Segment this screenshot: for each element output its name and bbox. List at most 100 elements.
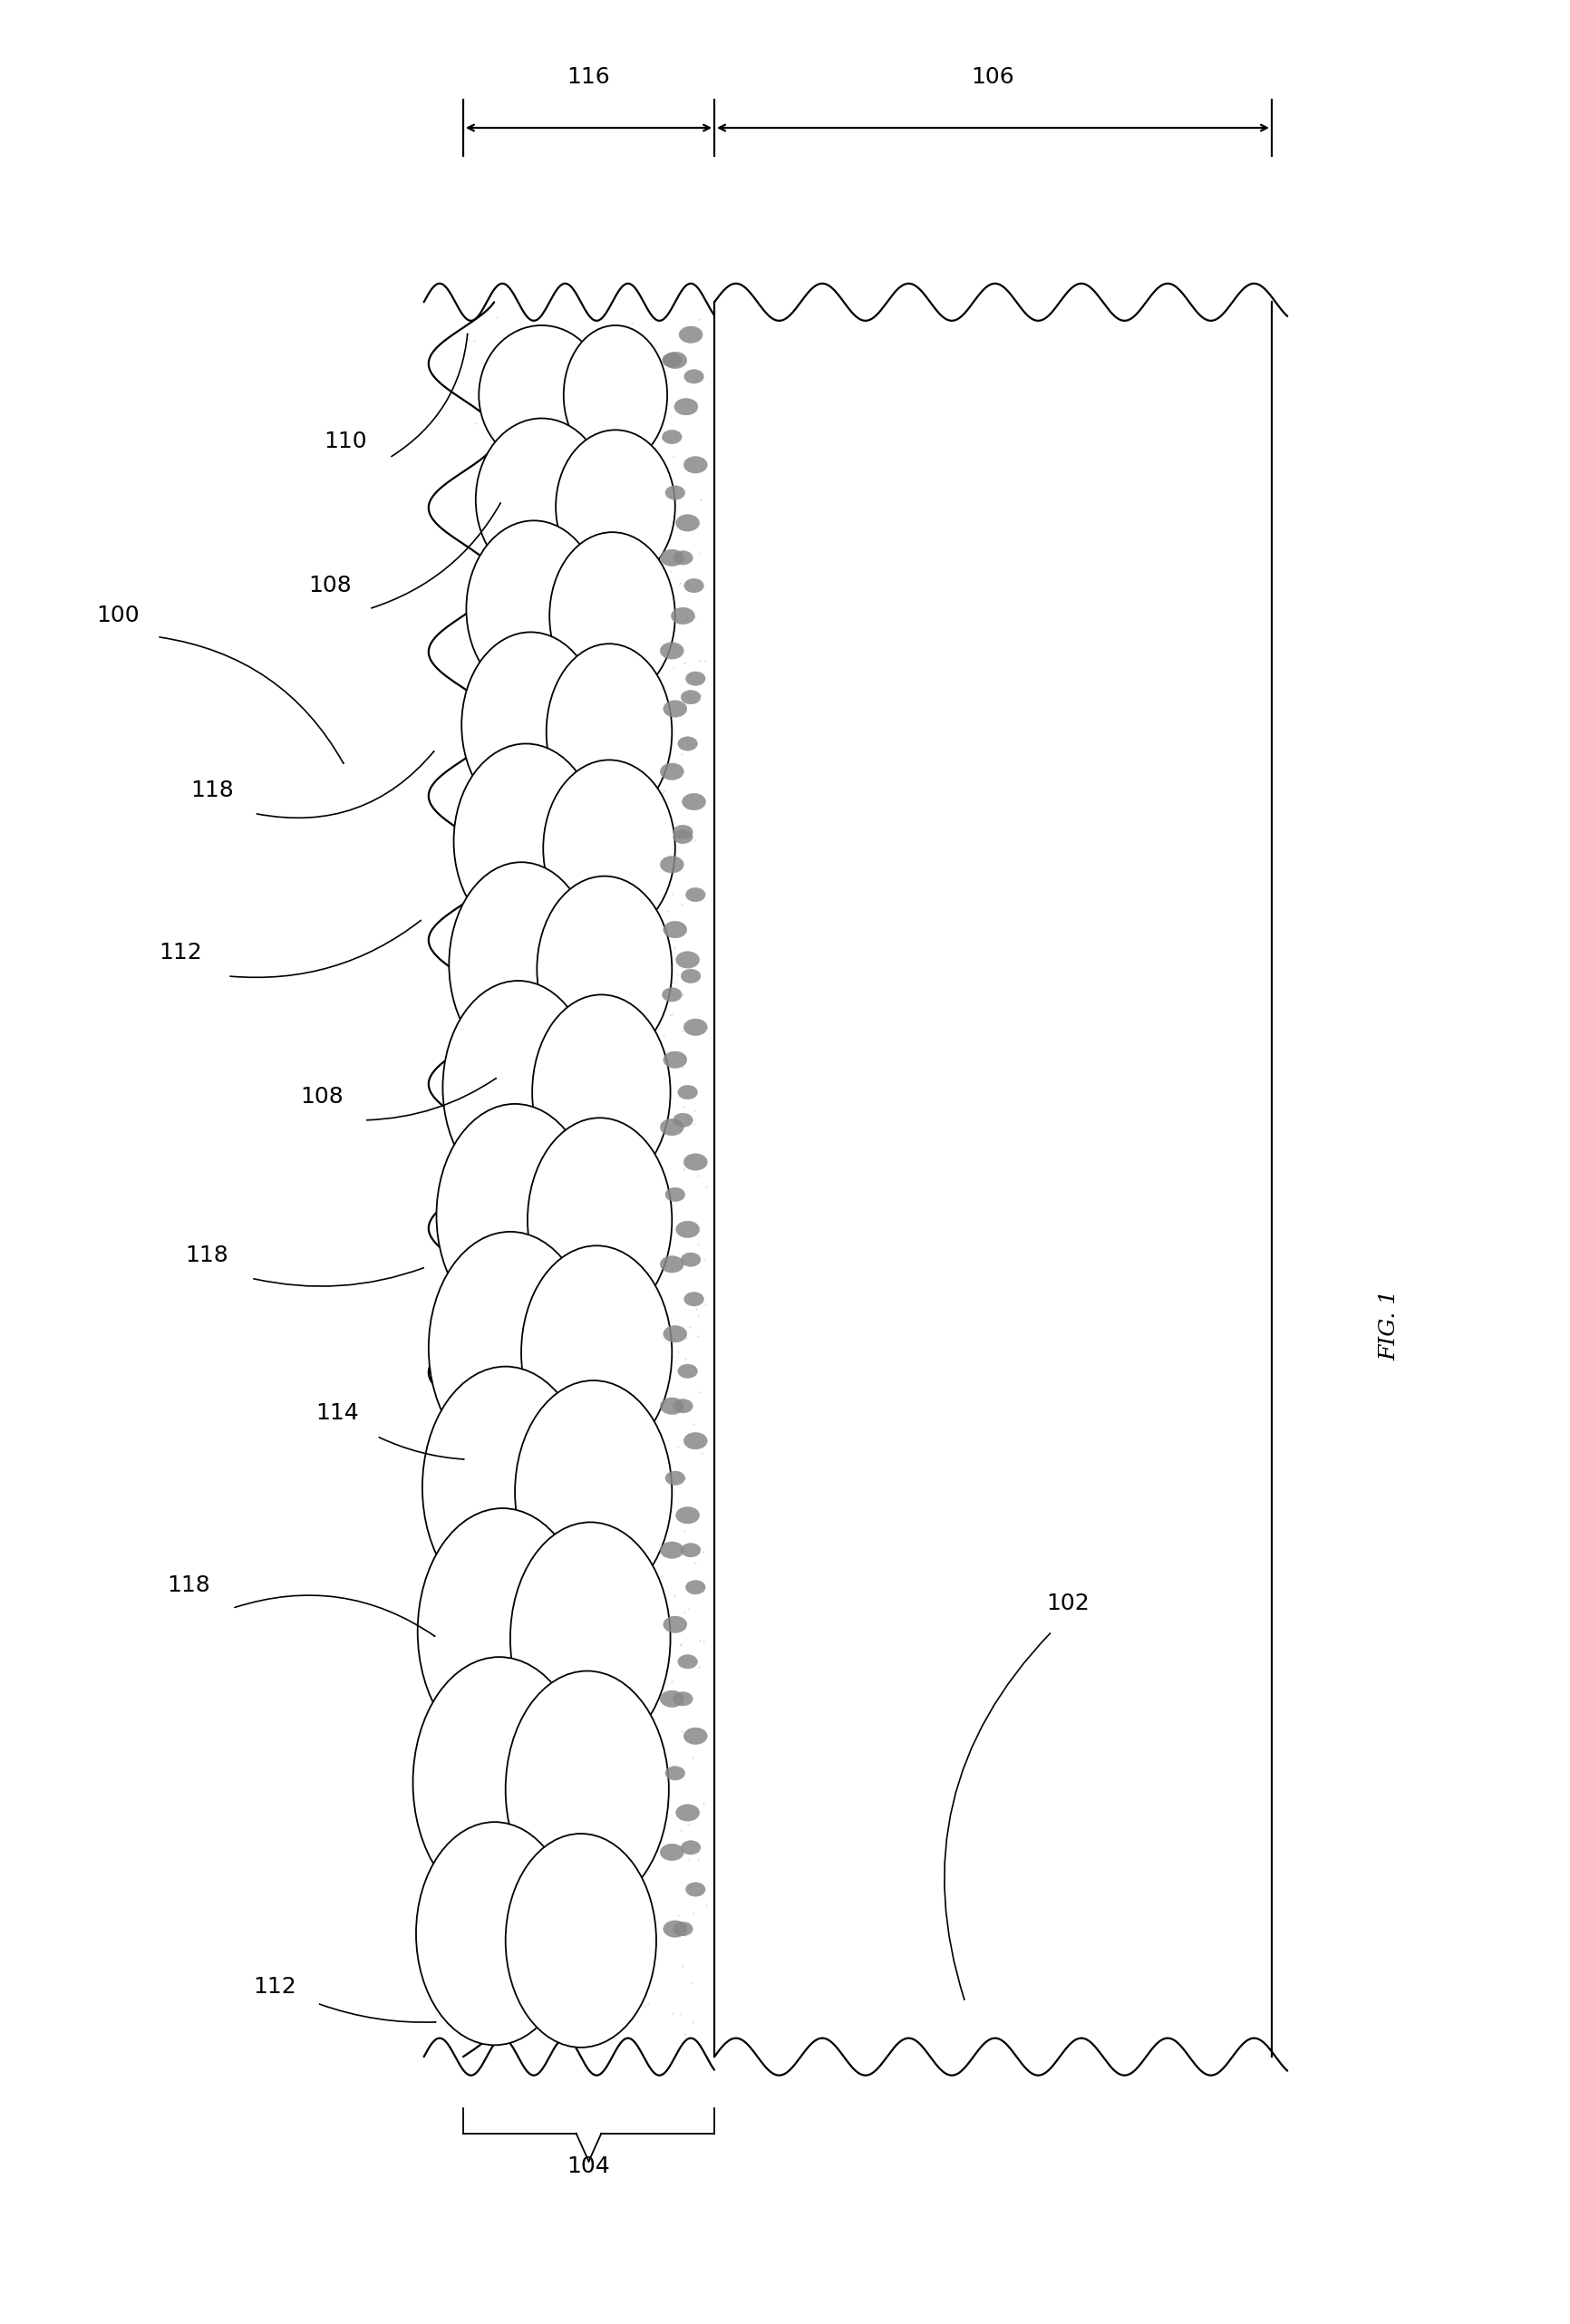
Point xyxy=(509,1885,534,1922)
Point xyxy=(611,1931,636,1968)
Point xyxy=(655,939,680,976)
Point xyxy=(648,609,674,646)
Ellipse shape xyxy=(663,1325,688,1343)
Point xyxy=(608,1243,633,1281)
Point xyxy=(595,1783,620,1820)
Point xyxy=(683,878,708,916)
Point xyxy=(636,625,661,662)
Point xyxy=(462,323,487,360)
Point xyxy=(534,1643,559,1680)
Point xyxy=(568,897,593,934)
Ellipse shape xyxy=(675,951,700,969)
Point xyxy=(623,820,648,858)
Point xyxy=(469,1729,495,1766)
Point xyxy=(576,1757,601,1794)
Ellipse shape xyxy=(683,1018,706,1037)
Point xyxy=(584,739,609,776)
Ellipse shape xyxy=(678,737,697,751)
Ellipse shape xyxy=(449,862,593,1067)
Point xyxy=(564,425,589,462)
Point xyxy=(479,1989,504,2027)
Point xyxy=(688,481,713,518)
Point xyxy=(659,1664,685,1701)
Point xyxy=(626,521,652,558)
Point xyxy=(661,651,686,688)
Point xyxy=(518,1785,543,1822)
Ellipse shape xyxy=(683,456,706,474)
Point xyxy=(482,1817,507,1855)
Ellipse shape xyxy=(659,1690,683,1708)
Point xyxy=(645,1638,670,1676)
Point xyxy=(648,1169,674,1206)
Point xyxy=(554,723,579,760)
Point xyxy=(570,518,595,555)
Point xyxy=(546,514,571,551)
Point xyxy=(604,1629,630,1666)
Ellipse shape xyxy=(659,641,683,660)
Ellipse shape xyxy=(462,632,600,818)
Point xyxy=(636,1968,661,2006)
Point xyxy=(535,1039,560,1076)
Point xyxy=(570,1822,595,1859)
Point xyxy=(474,1202,499,1239)
Point xyxy=(655,1071,680,1109)
Point xyxy=(551,1427,576,1464)
Point xyxy=(528,1385,553,1422)
Point xyxy=(615,423,641,460)
Point xyxy=(608,804,633,841)
Point xyxy=(642,430,667,467)
Point xyxy=(509,1803,534,1841)
Point xyxy=(692,1241,717,1278)
Point xyxy=(534,630,559,667)
Point xyxy=(487,941,512,978)
Point xyxy=(528,732,553,769)
Point xyxy=(666,1332,691,1369)
Point xyxy=(535,1002,560,1039)
Point xyxy=(670,1088,696,1125)
Point xyxy=(524,1738,550,1776)
Point xyxy=(565,1195,590,1232)
Point xyxy=(617,1048,642,1085)
Point xyxy=(490,1752,515,1789)
Point xyxy=(532,999,557,1037)
Point xyxy=(550,1411,575,1448)
Text: 112: 112 xyxy=(253,1975,297,1999)
Point xyxy=(661,611,686,648)
Ellipse shape xyxy=(515,1380,672,1604)
Ellipse shape xyxy=(674,1692,692,1706)
Ellipse shape xyxy=(663,700,688,718)
Point xyxy=(542,1473,567,1511)
Ellipse shape xyxy=(674,1399,692,1413)
Point xyxy=(502,509,528,546)
Point xyxy=(614,453,639,490)
Ellipse shape xyxy=(674,551,692,565)
Point xyxy=(476,1362,501,1399)
Point xyxy=(674,1318,699,1355)
Point xyxy=(473,393,498,430)
Point xyxy=(608,967,633,1004)
Point xyxy=(645,1643,670,1680)
Point xyxy=(625,832,650,869)
Point xyxy=(469,999,495,1037)
Point xyxy=(575,932,600,969)
Point xyxy=(477,1562,502,1599)
Point xyxy=(466,1104,491,1141)
Ellipse shape xyxy=(663,1615,688,1634)
Point xyxy=(524,974,550,1011)
Point xyxy=(609,983,634,1020)
Point xyxy=(634,1336,659,1373)
Point xyxy=(622,1629,647,1666)
Point xyxy=(650,421,675,458)
Point xyxy=(648,1380,674,1418)
Point xyxy=(598,1606,623,1643)
Ellipse shape xyxy=(686,1882,705,1896)
Point xyxy=(691,1566,716,1604)
Point xyxy=(535,1043,560,1081)
Point xyxy=(589,818,614,855)
Point xyxy=(512,1413,537,1450)
Ellipse shape xyxy=(681,1841,700,1855)
Point xyxy=(482,1706,507,1743)
Point xyxy=(598,1964,623,2001)
Point xyxy=(645,818,670,855)
Point xyxy=(659,995,685,1032)
